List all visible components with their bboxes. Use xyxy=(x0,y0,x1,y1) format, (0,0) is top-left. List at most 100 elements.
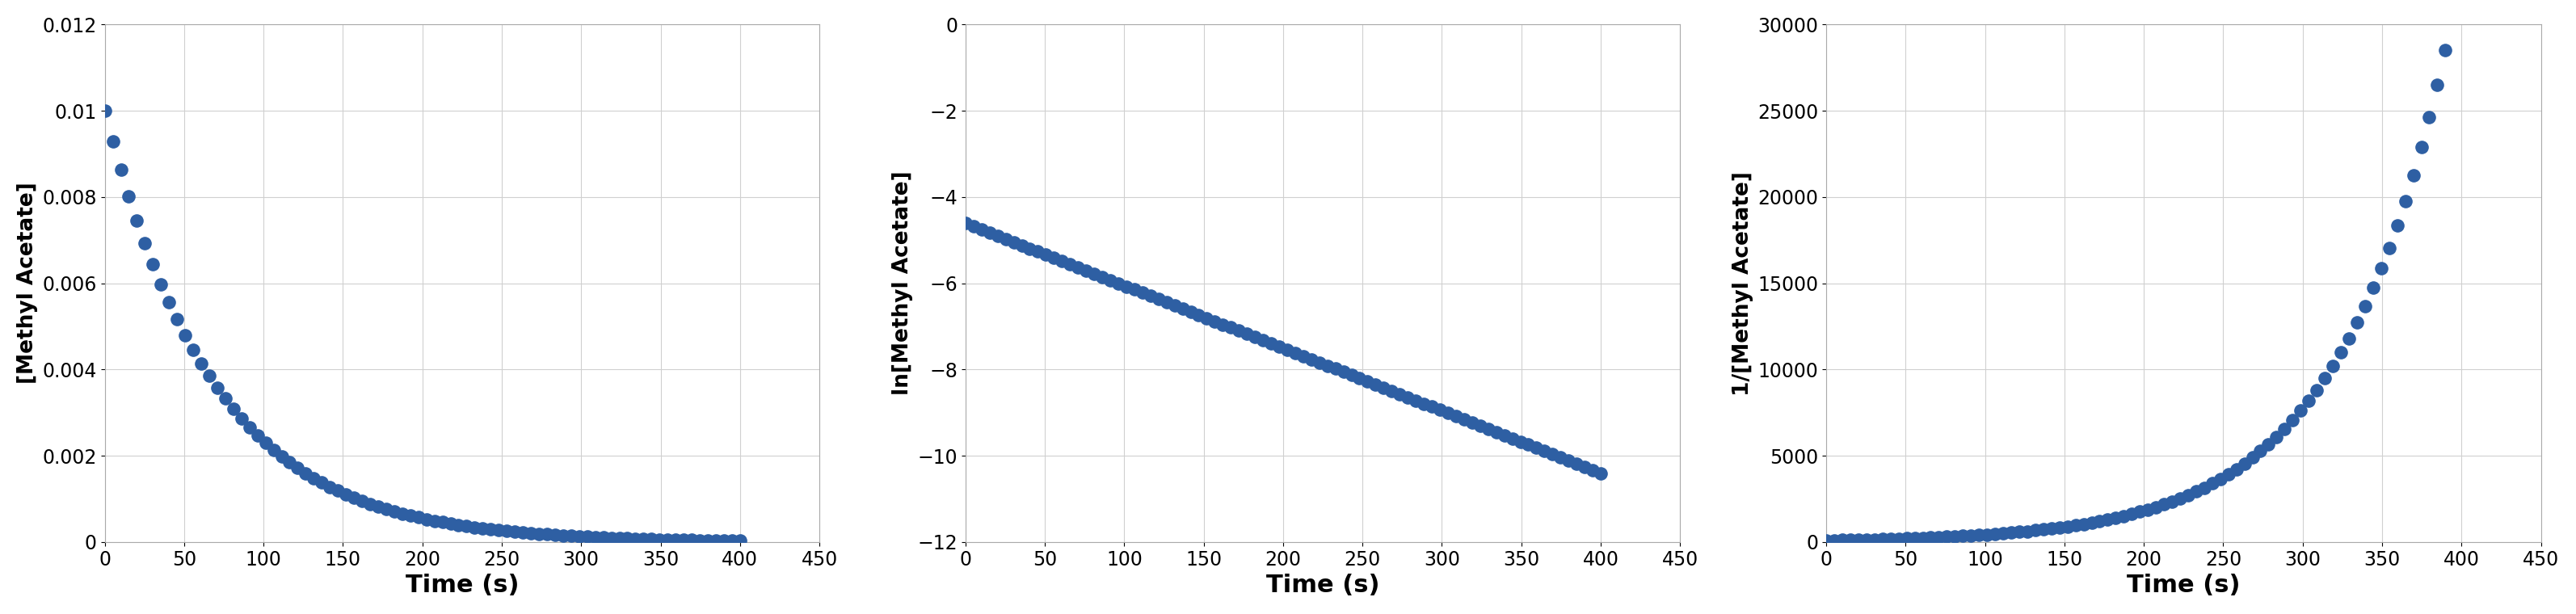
Point xyxy=(672,535,714,545)
Point xyxy=(2424,45,2465,55)
Point xyxy=(2393,170,2434,180)
Point xyxy=(1203,319,1244,329)
Point xyxy=(1515,443,1556,453)
Point xyxy=(551,531,592,541)
Point xyxy=(252,445,294,454)
Point xyxy=(309,482,350,492)
Point xyxy=(85,106,126,115)
Point xyxy=(2094,513,2136,523)
Point xyxy=(142,279,183,289)
Point xyxy=(1984,529,2025,538)
Point xyxy=(2223,459,2264,468)
Point xyxy=(1177,310,1218,320)
Point xyxy=(268,457,309,467)
Point xyxy=(1314,364,1355,374)
Point xyxy=(1991,528,2032,538)
Point xyxy=(1829,535,1870,545)
Point xyxy=(1018,247,1059,257)
Point xyxy=(2367,243,2409,252)
Point xyxy=(1540,453,1582,462)
Point xyxy=(1275,348,1316,358)
Point xyxy=(374,507,415,516)
Point xyxy=(1571,465,1613,475)
Point xyxy=(286,468,327,478)
Point xyxy=(2079,516,2120,526)
Point xyxy=(1461,421,1502,430)
Point xyxy=(2136,502,2177,512)
Point xyxy=(1347,376,1388,386)
Point xyxy=(1234,332,1275,342)
Point xyxy=(647,535,688,545)
Point xyxy=(2432,7,2473,17)
Point xyxy=(616,534,657,543)
Point xyxy=(1965,530,2007,540)
Point xyxy=(196,383,237,392)
Point xyxy=(518,529,559,538)
Point xyxy=(1097,278,1139,288)
Point xyxy=(100,165,142,174)
Point xyxy=(1419,405,1461,415)
Point xyxy=(2007,526,2048,536)
Point xyxy=(1386,392,1427,402)
Point xyxy=(2231,453,2272,462)
Point xyxy=(350,499,392,508)
Point xyxy=(2184,483,2226,492)
Point xyxy=(2329,333,2370,343)
Point xyxy=(343,496,384,506)
Point xyxy=(1139,294,1180,304)
Point xyxy=(945,218,987,228)
Point xyxy=(1814,535,1855,545)
Point xyxy=(415,516,456,526)
Point xyxy=(1260,341,1301,351)
Point xyxy=(2128,505,2169,515)
Point xyxy=(1291,354,1332,364)
Point xyxy=(1476,427,1517,437)
Point xyxy=(2321,348,2362,357)
Point xyxy=(1427,408,1468,418)
Point xyxy=(487,526,528,536)
Point xyxy=(1267,345,1309,355)
Point xyxy=(2038,523,2079,532)
Point xyxy=(1242,335,1283,345)
Point xyxy=(2280,406,2321,416)
Point xyxy=(994,237,1036,247)
Point xyxy=(703,535,744,545)
Point xyxy=(2177,486,2218,496)
Point xyxy=(2264,424,2306,433)
Point xyxy=(2056,520,2097,530)
Point xyxy=(180,359,222,368)
Point xyxy=(278,463,319,473)
Point xyxy=(446,521,487,531)
Point xyxy=(574,532,616,542)
Point xyxy=(1370,386,1412,396)
Point xyxy=(1363,383,1404,393)
Point xyxy=(1847,535,1888,545)
Point xyxy=(165,330,206,340)
Point xyxy=(2295,385,2336,395)
Point xyxy=(1010,244,1051,254)
Point xyxy=(358,502,399,511)
Point xyxy=(2409,112,2450,122)
Point xyxy=(1218,326,1260,336)
Point xyxy=(2063,519,2105,529)
Point xyxy=(502,527,544,537)
Point xyxy=(332,493,374,503)
Point xyxy=(984,234,1025,244)
Point xyxy=(237,430,278,440)
Point xyxy=(2287,396,2329,406)
Point xyxy=(1162,304,1203,314)
Point xyxy=(1041,256,1082,266)
Point xyxy=(719,536,760,546)
X-axis label: Time (s): Time (s) xyxy=(2128,573,2241,597)
Point xyxy=(696,535,737,545)
Point xyxy=(1878,534,1919,543)
Point xyxy=(662,535,703,545)
Point xyxy=(1340,373,1381,383)
Point xyxy=(1355,379,1396,389)
Point xyxy=(976,231,1018,241)
Point xyxy=(1396,395,1437,405)
Point xyxy=(1332,370,1373,380)
Point xyxy=(116,216,157,225)
Point xyxy=(149,297,191,307)
Point xyxy=(131,260,173,270)
